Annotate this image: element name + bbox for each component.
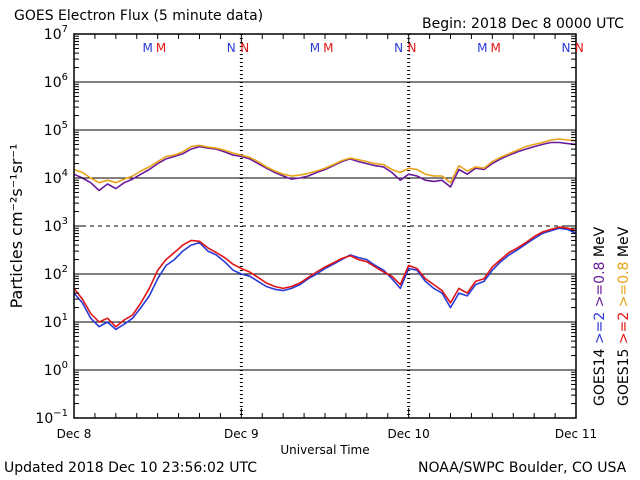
local-time-marker: M — [323, 41, 333, 55]
series-line-2 — [73, 227, 577, 331]
series-line-3 — [73, 226, 577, 328]
y-tick-label: 107 — [44, 24, 68, 43]
local-time-marker: M — [142, 41, 152, 55]
credit-line: NOAA/SWPC Boulder, CO USA — [418, 460, 627, 476]
local-time-marker: N — [575, 41, 584, 55]
legend-entry: >=0.8 — [616, 262, 632, 312]
x-tick-label: Dec 11 — [555, 427, 597, 441]
begin-time: Begin: 2018 Dec 8 0000 UTC — [422, 16, 624, 32]
y-tick-label: 101 — [44, 312, 68, 331]
y-tick-label: 106 — [44, 72, 68, 91]
series-layer — [73, 138, 577, 331]
local-time-marker: N — [561, 41, 570, 55]
updated-timestamp: Updated 2018 Dec 10 23:56:02 UTC — [4, 460, 258, 476]
legend-entry: >=2 — [592, 312, 608, 349]
legend-entry: MeV — [616, 226, 632, 261]
series-line-1 — [73, 138, 577, 184]
y-tick-label: 103 — [44, 216, 68, 235]
x-tick-label: Dec 8 — [57, 427, 92, 441]
local-time-marker: M — [310, 41, 320, 55]
legend-entry: GOES14 — [592, 348, 608, 406]
y-tick-label: 104 — [44, 168, 68, 187]
series-line-0 — [73, 141, 577, 192]
y-tick-label: 105 — [44, 120, 68, 139]
x-axis-label: Universal Time — [280, 443, 369, 457]
legend-entry: GOES15 — [616, 349, 632, 406]
chart-title: GOES Electron Flux (5 minute data) — [14, 8, 264, 24]
local-time-marker: N — [227, 41, 236, 55]
local-time-marker: N — [240, 41, 249, 55]
legend-entry: MeV — [592, 226, 608, 261]
y-tick-label: 102 — [44, 264, 68, 283]
legend-entry: >=0.8 — [592, 262, 608, 312]
legend-entry: >=2 — [616, 312, 632, 349]
local-time-marker: M — [156, 41, 166, 55]
legend-goes14: GOES14 >=2 >=0.8 MeV — [592, 226, 608, 406]
local-time-marker: N — [394, 41, 403, 55]
y-tick-label: 10−1 — [35, 408, 68, 427]
grid-layer — [74, 34, 576, 418]
legend-goes15: GOES15 >=2 >=0.8 MeV — [616, 226, 632, 406]
local-time-marker: N — [408, 41, 417, 55]
x-tick-label: Dec 10 — [388, 427, 430, 441]
x-tick-label: Dec 9 — [224, 427, 259, 441]
frame-layer — [73, 33, 577, 419]
y-axis-label: Particles cm⁻²s⁻¹sr⁻¹ — [7, 144, 26, 309]
local-time-marker: M — [477, 41, 487, 55]
plot-frame — [73, 33, 577, 419]
local-time-marker: M — [491, 41, 501, 55]
y-tick-label: 100 — [44, 360, 68, 379]
